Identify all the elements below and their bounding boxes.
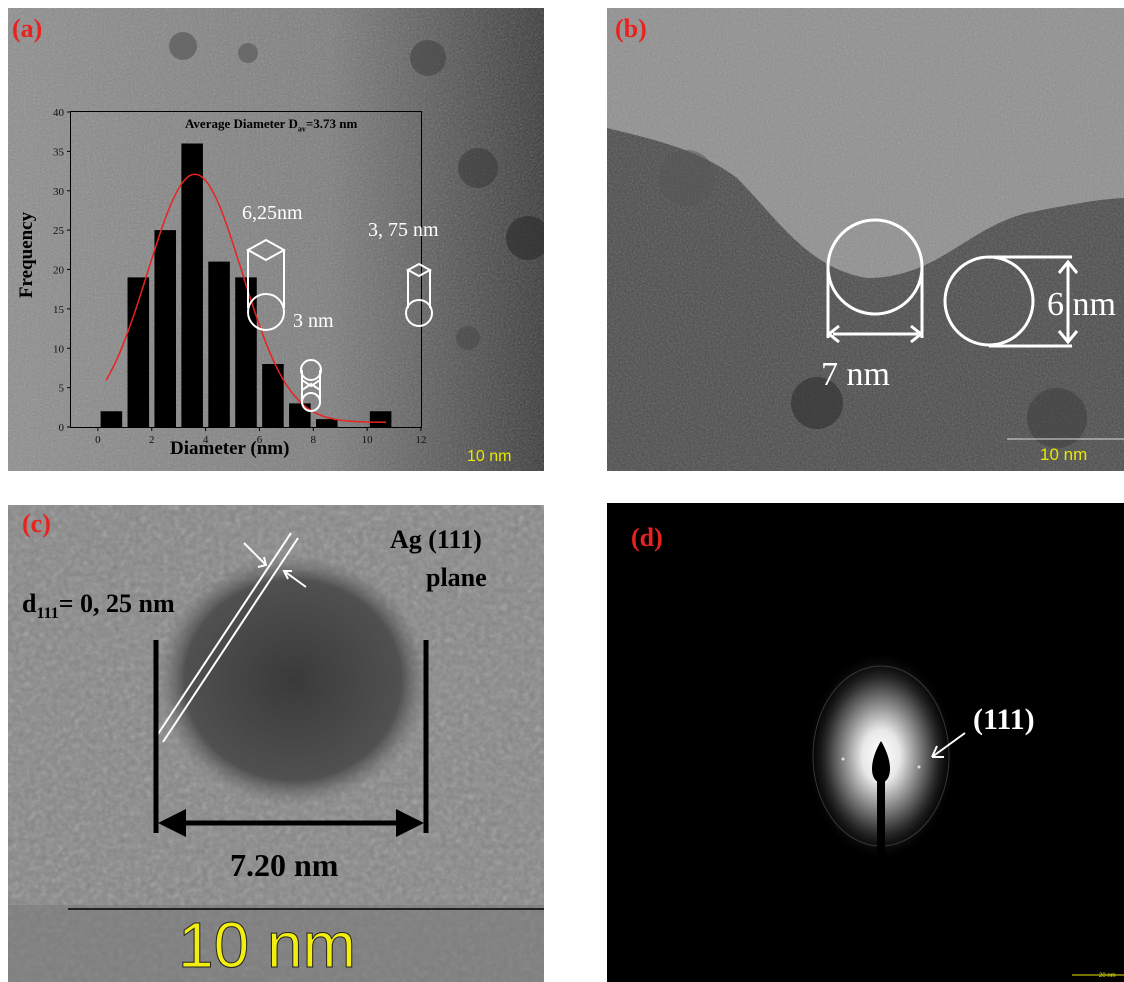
x-tick-label: 8 <box>311 434 317 446</box>
x-tick-label: 0 <box>95 434 101 446</box>
panel-c-label: (c) <box>22 509 51 538</box>
chart-title: Average Diameter Dav=3.73 nm <box>185 116 357 134</box>
histogram-bar <box>154 230 176 427</box>
x-axis-label: Diameter (nm) <box>170 438 290 459</box>
scale-bar-c: 10 nm <box>178 909 357 981</box>
width-label: 7.20 nm <box>230 847 339 883</box>
histogram-bar <box>208 261 230 427</box>
panel-a-label: (a) <box>12 14 43 43</box>
panel-d: (d) (111) 20 nm <box>607 503 1124 982</box>
y-tick-label: 5 <box>59 383 65 395</box>
lattice-annotations <box>68 532 544 910</box>
x-tick-label: 4 <box>203 434 209 446</box>
y-tick-label: 0 <box>59 422 65 434</box>
ring-label: (111) <box>973 703 1035 736</box>
chart-title-value: =3.73 nm <box>305 116 358 131</box>
x-tick-label: 10 <box>362 434 374 446</box>
y-tick-label: 10 <box>53 343 65 355</box>
chart-title-text: Average Diameter D <box>185 116 298 131</box>
histogram-bar <box>100 411 123 427</box>
panel-d-label: (d) <box>631 523 663 552</box>
diffraction-pattern <box>806 651 1124 976</box>
scale-bar-d: 20 nm <box>1099 973 1116 979</box>
tem-image-c <box>8 505 544 982</box>
x-tick-label: 2 <box>149 434 155 446</box>
y-tick-label: 15 <box>53 304 65 316</box>
gaussian-fit-curve <box>105 173 386 423</box>
panel-a: (a) 0 2 4 6 8 10 12 0 5 10 15 20 25 30 35 40 Average Di… <box>8 8 544 471</box>
size-label-7nm: 7 nm <box>821 356 890 393</box>
size-label-6nm: 6 nm <box>1047 286 1116 323</box>
particle-outlines-a <box>245 238 433 412</box>
scale-bar-b: 10 nm <box>1040 445 1088 464</box>
tem-image-b <box>607 8 1124 471</box>
plane-label-1: Ag (111) <box>390 525 482 554</box>
y-tick-label: 30 <box>53 186 65 198</box>
histogram-bar <box>262 364 284 427</box>
y-tick-label: 20 <box>53 265 65 277</box>
histogram-chart: 0 2 4 6 8 10 12 0 5 10 15 20 25 30 35 40 <box>53 107 427 446</box>
histogram-bar <box>235 277 257 427</box>
y-tick-label: 25 <box>53 225 65 237</box>
d-spacing-label: d111= 0, 25 nm <box>22 589 175 623</box>
histogram-bar <box>369 411 392 427</box>
size-label-375: 3, 75 nm <box>368 219 439 241</box>
x-tick-label: 12 <box>416 434 427 446</box>
panel-b: (b) 7 nm 6 nm 10 nm <box>607 8 1124 471</box>
histogram-bar <box>316 419 338 427</box>
y-tick-label: 35 <box>53 146 65 158</box>
d-spacing-sub: 111 <box>36 605 59 623</box>
panel-c: (c) d111= 0, 25 nm Ag (111) plane 7.20 n… <box>8 505 544 982</box>
scale-bar-a: 10 nm <box>467 448 512 465</box>
panel-b-label: (b) <box>615 14 647 43</box>
plane-label-2: plane <box>426 563 487 592</box>
tem-image-a <box>8 8 544 471</box>
size-label-3: 3 nm <box>293 310 334 332</box>
d-spacing-letter: d <box>22 589 37 618</box>
x-tick-label: 6 <box>257 434 263 446</box>
chart-title-sub: av <box>297 124 306 134</box>
particle-outlines-b <box>826 218 1124 440</box>
size-label-625: 6,25nm <box>242 202 303 224</box>
histogram-bar <box>181 143 203 427</box>
histogram-plot: 0 2 4 6 8 10 12 0 5 10 15 20 25 30 35 40 <box>53 107 427 446</box>
histogram-bar <box>127 277 150 427</box>
d-spacing-value: = 0, 25 nm <box>58 589 175 618</box>
y-tick-label: 40 <box>53 107 65 119</box>
